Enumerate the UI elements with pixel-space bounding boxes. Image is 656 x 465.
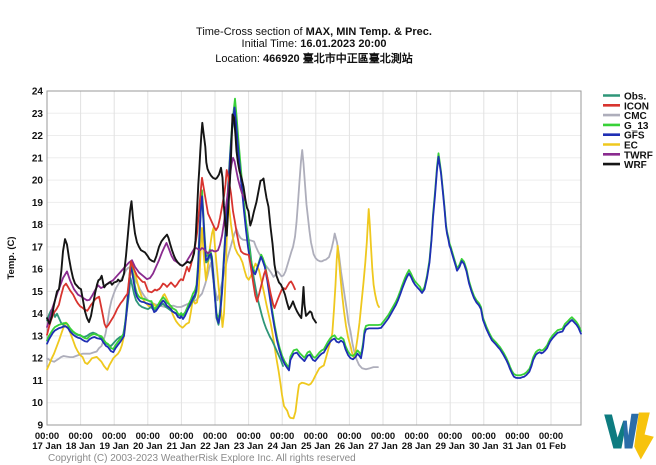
svg-text:00:00: 00:00 <box>270 431 294 442</box>
svg-text:24: 24 <box>32 87 44 98</box>
svg-text:12: 12 <box>32 354 44 365</box>
svg-text:18: 18 <box>32 220 44 231</box>
svg-text:10: 10 <box>32 398 44 409</box>
svg-text:00:00: 00:00 <box>68 431 92 442</box>
svg-text:19 Jan: 19 Jan <box>99 441 129 452</box>
svg-text:00:00: 00:00 <box>102 431 126 442</box>
svg-text:00:00: 00:00 <box>236 431 260 442</box>
svg-text:00:00: 00:00 <box>136 431 160 442</box>
svg-text:00:00: 00:00 <box>505 431 529 442</box>
svg-text:25 Jan: 25 Jan <box>301 441 331 452</box>
svg-text:17: 17 <box>32 242 44 253</box>
svg-text:00:00: 00:00 <box>35 431 59 442</box>
svg-text:23: 23 <box>32 109 44 120</box>
svg-text:Temp. (C): Temp. (C) <box>6 236 17 279</box>
svg-text:17 Jan: 17 Jan <box>32 441 62 452</box>
svg-text:29 Jan: 29 Jan <box>435 441 465 452</box>
svg-text:31 Jan: 31 Jan <box>503 441 533 452</box>
svg-text:20 Jan: 20 Jan <box>133 441 163 452</box>
svg-text:22 Jan: 22 Jan <box>200 441 230 452</box>
svg-text:16: 16 <box>32 265 44 276</box>
svg-text:26 Jan: 26 Jan <box>335 441 365 452</box>
svg-text:Obs.: Obs. <box>624 92 646 103</box>
svg-text:13: 13 <box>32 331 44 342</box>
svg-text:00:00: 00:00 <box>404 431 428 442</box>
svg-text:21 Jan: 21 Jan <box>167 441 197 452</box>
svg-text:00:00: 00:00 <box>371 431 395 442</box>
svg-text:01 Feb: 01 Feb <box>536 441 566 452</box>
svg-text:23 Jan: 23 Jan <box>234 441 264 452</box>
svg-text:18 Jan: 18 Jan <box>66 441 96 452</box>
svg-text:21: 21 <box>32 153 44 164</box>
svg-text:00:00: 00:00 <box>203 431 227 442</box>
svg-text:11: 11 <box>32 376 43 387</box>
svg-text:G_13: G_13 <box>624 121 649 132</box>
svg-text:22: 22 <box>32 131 44 142</box>
svg-text:00:00: 00:00 <box>304 431 328 442</box>
svg-text:19: 19 <box>32 198 44 209</box>
svg-text:00:00: 00:00 <box>539 431 563 442</box>
svg-text:ICON: ICON <box>624 101 649 112</box>
svg-text:20: 20 <box>32 176 44 187</box>
svg-text:00:00: 00:00 <box>337 431 361 442</box>
svg-text:EC: EC <box>624 141 638 152</box>
svg-text:00:00: 00:00 <box>438 431 462 442</box>
svg-text:GFS: GFS <box>624 131 645 142</box>
svg-text:TWRF: TWRF <box>624 150 653 161</box>
svg-text:14: 14 <box>32 309 44 320</box>
svg-text:15: 15 <box>32 287 44 298</box>
svg-text:00:00: 00:00 <box>472 431 496 442</box>
svg-text:24 Jan: 24 Jan <box>267 441 297 452</box>
svg-text:WRF: WRF <box>624 160 647 171</box>
svg-text:9: 9 <box>37 421 43 432</box>
svg-text:27 Jan: 27 Jan <box>368 441 398 452</box>
svg-text:00:00: 00:00 <box>169 431 193 442</box>
svg-text:28 Jan: 28 Jan <box>402 441 432 452</box>
svg-text:30 Jan: 30 Jan <box>469 441 499 452</box>
svg-text:CMC: CMC <box>624 111 647 122</box>
